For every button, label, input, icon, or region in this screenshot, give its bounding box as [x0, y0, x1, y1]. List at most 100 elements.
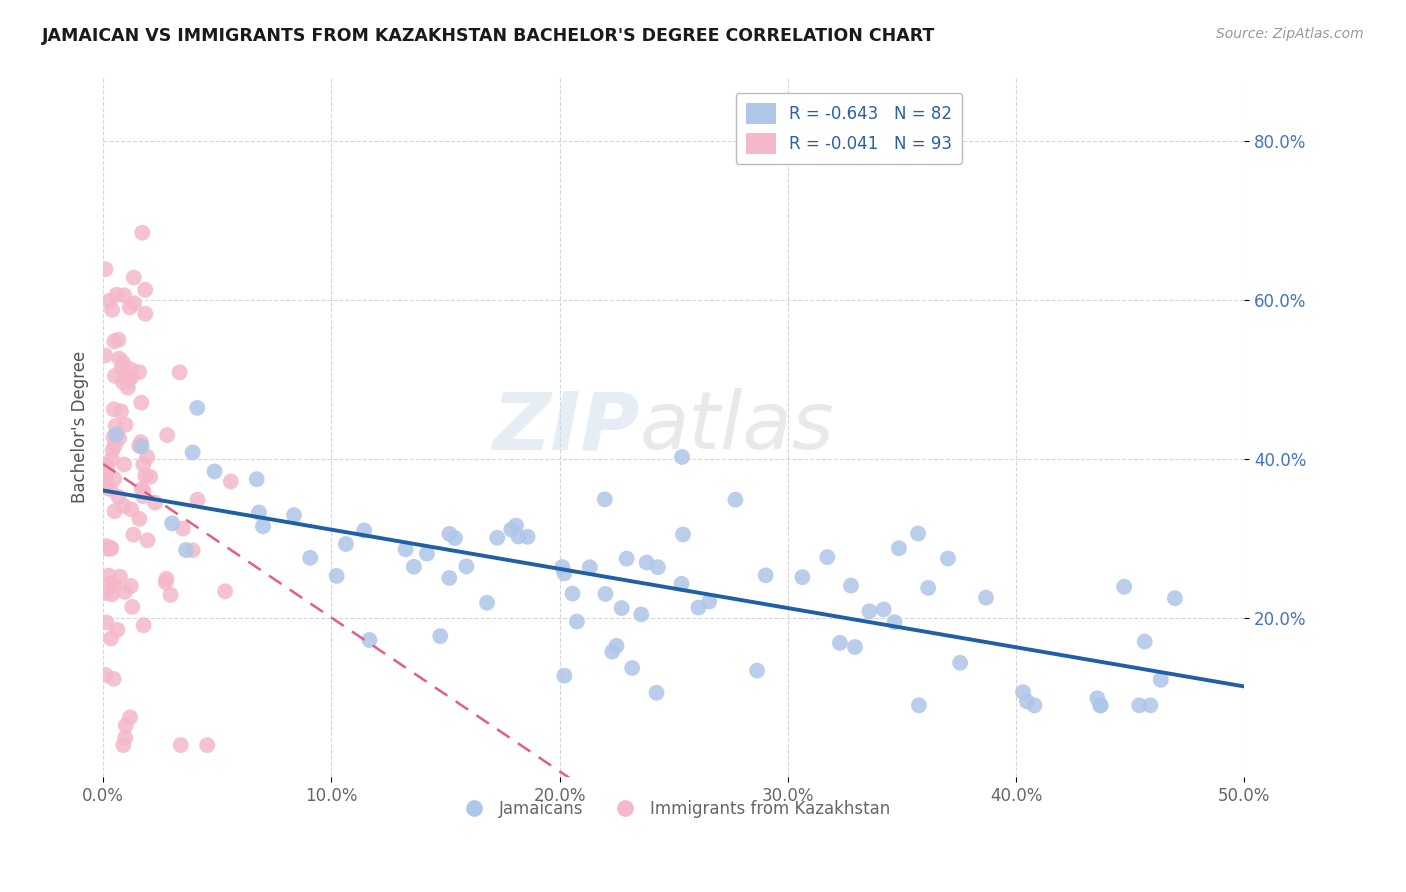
- Point: [839, 579, 862, 593]
- Point: [107, 333, 129, 347]
- Point: [131, 439, 153, 453]
- Point: [186, 492, 208, 507]
- Point: [429, 629, 451, 643]
- Point: [501, 523, 523, 537]
- Point: [565, 615, 588, 629]
- Point: [94, 668, 117, 682]
- Point: [100, 576, 122, 591]
- Point: [156, 428, 179, 442]
- Point: [132, 483, 155, 498]
- Point: [247, 506, 270, 520]
- Point: [100, 632, 122, 646]
- Point: [1114, 580, 1136, 594]
- Point: [621, 661, 644, 675]
- Point: [103, 402, 125, 417]
- Point: [108, 431, 131, 445]
- Point: [112, 375, 135, 389]
- Point: [128, 439, 150, 453]
- Point: [595, 587, 617, 601]
- Point: [335, 537, 357, 551]
- Point: [131, 483, 153, 497]
- Point: [745, 664, 768, 678]
- Point: [1128, 698, 1150, 713]
- Point: [181, 445, 204, 459]
- Text: ZIP: ZIP: [492, 388, 640, 467]
- Point: [107, 490, 129, 504]
- Point: [100, 541, 122, 555]
- Point: [246, 472, 269, 486]
- Point: [96, 615, 118, 630]
- Point: [118, 301, 141, 315]
- Point: [439, 526, 461, 541]
- Point: [1133, 634, 1156, 648]
- Y-axis label: Bachelor's Degree: Bachelor's Degree: [72, 351, 89, 503]
- Point: [105, 623, 128, 637]
- Point: [858, 604, 880, 618]
- Point: [139, 470, 162, 484]
- Point: [1090, 698, 1112, 713]
- Point: [112, 738, 135, 752]
- Point: [1090, 698, 1112, 713]
- Point: [917, 581, 939, 595]
- Point: [1139, 698, 1161, 713]
- Point: [486, 531, 509, 545]
- Point: [97, 458, 120, 473]
- Point: [579, 560, 602, 574]
- Point: [134, 469, 156, 483]
- Point: [593, 492, 616, 507]
- Point: [105, 288, 128, 302]
- Point: [936, 551, 959, 566]
- Point: [134, 307, 156, 321]
- Point: [195, 738, 218, 752]
- Point: [110, 361, 132, 376]
- Point: [131, 395, 153, 409]
- Point: [120, 362, 142, 376]
- Point: [475, 596, 498, 610]
- Point: [108, 569, 131, 583]
- Point: [505, 518, 527, 533]
- Point: [616, 551, 638, 566]
- Point: [103, 672, 125, 686]
- Point: [134, 283, 156, 297]
- Point: [112, 458, 135, 472]
- Point: [439, 571, 461, 585]
- Point: [815, 550, 838, 565]
- Point: [907, 526, 929, 541]
- Point: [103, 504, 125, 518]
- Point: [131, 226, 153, 240]
- Point: [299, 550, 322, 565]
- Point: [136, 533, 159, 548]
- Point: [551, 560, 574, 574]
- Point: [887, 541, 910, 556]
- Point: [755, 568, 778, 582]
- Point: [974, 591, 997, 605]
- Point: [117, 381, 139, 395]
- Point: [873, 602, 896, 616]
- Point: [120, 502, 142, 516]
- Point: [98, 294, 121, 309]
- Point: [104, 418, 127, 433]
- Point: [1085, 691, 1108, 706]
- Point: [214, 584, 236, 599]
- Point: [1024, 698, 1046, 713]
- Point: [111, 356, 134, 370]
- Point: [132, 458, 155, 472]
- Point: [94, 467, 117, 481]
- Point: [110, 404, 132, 418]
- Point: [100, 452, 122, 467]
- Point: [117, 375, 139, 389]
- Point: [353, 524, 375, 538]
- Point: [169, 365, 191, 379]
- Point: [104, 438, 127, 452]
- Point: [600, 645, 623, 659]
- Point: [132, 489, 155, 503]
- Point: [172, 522, 194, 536]
- Point: [114, 585, 136, 599]
- Point: [112, 499, 135, 513]
- Point: [101, 442, 124, 457]
- Point: [103, 579, 125, 593]
- Point: [697, 594, 720, 608]
- Point: [97, 541, 120, 556]
- Point: [94, 586, 117, 600]
- Point: [112, 288, 135, 302]
